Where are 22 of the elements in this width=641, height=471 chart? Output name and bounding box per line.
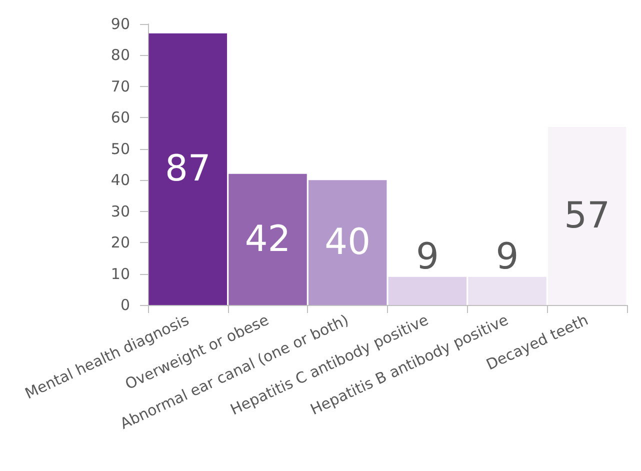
bar [388,276,467,305]
bar [468,276,546,305]
data-label: 57 [564,196,610,237]
bar [308,180,387,305]
y-tick-label: 80 [110,46,130,64]
data-label: 42 [244,218,291,260]
y-tick-label: 70 [110,77,130,96]
y-tick-label: 50 [110,140,130,158]
data-label: 9 [496,236,519,278]
bar [548,127,626,305]
bar [228,174,307,305]
y-tick-label: 20 [110,234,130,252]
y-tick-label: 90 [110,15,130,33]
y-tick-label: 10 [110,264,130,283]
y-tick-label: 30 [110,202,130,220]
data-label: 40 [324,222,370,264]
bar [148,33,228,305]
data-label: 9 [416,236,439,278]
data-label: 87 [165,148,211,190]
y-tick-label: 60 [110,108,130,127]
y-tick-label: 40 [110,171,130,190]
y-tick-label: 0 [120,296,130,314]
